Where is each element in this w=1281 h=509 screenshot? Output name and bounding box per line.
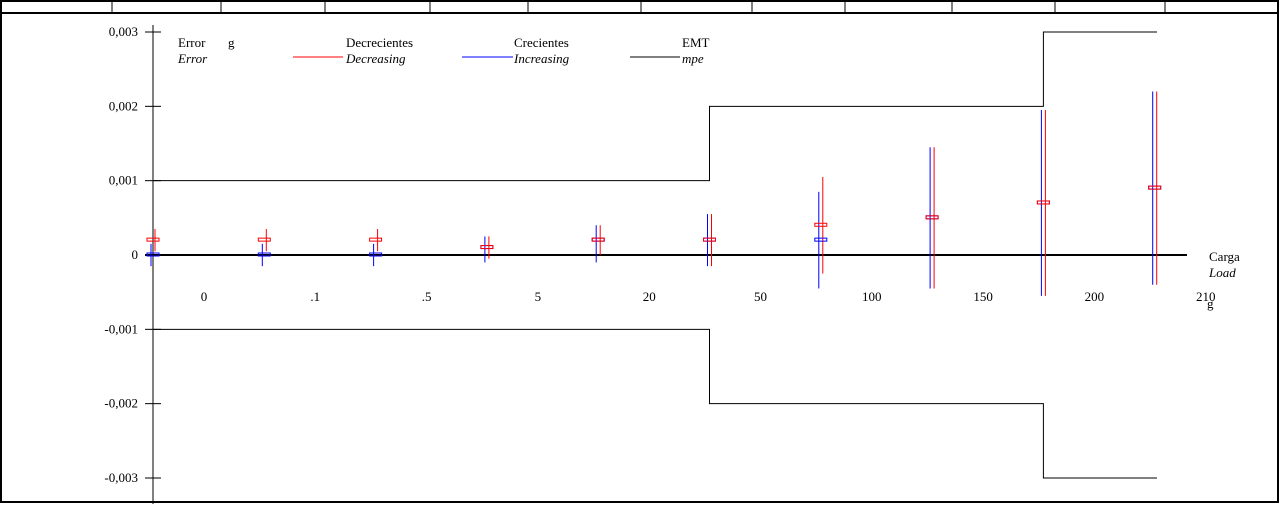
y-tick-label: -0,001 <box>104 321 138 336</box>
mpe-upper-line <box>153 31 1157 182</box>
x-tick-label: 20 <box>643 289 656 304</box>
legend-label-increasing: Crecientes <box>514 35 569 50</box>
point-decreasing <box>146 237 160 242</box>
point-decreasing <box>480 245 494 250</box>
top-header-cells <box>111 1 1166 13</box>
x-tick-label: 210 <box>1196 289 1216 304</box>
mpe-lower-line <box>153 328 1157 479</box>
legend-label-mpe: EMT <box>682 35 710 50</box>
x-tick-label: 50 <box>754 289 767 304</box>
point-decreasing <box>257 237 271 242</box>
y-axis-label-en: Error <box>177 51 208 66</box>
y-tick-label: -0,003 <box>104 470 138 485</box>
legend-label-increasing-en: Increasing <box>513 51 570 66</box>
point-decreasing <box>925 215 939 220</box>
point-increasing <box>146 252 160 257</box>
point-decreasing <box>814 222 828 227</box>
point-decreasing <box>1036 200 1050 205</box>
x-tick-label: 200 <box>1085 289 1105 304</box>
legend: Decrecientes Decreasing Crecientes Incre… <box>293 35 710 66</box>
y-tick-label: 0,001 <box>109 173 138 188</box>
y-ticks: 0,003 0,002 0,001 0 -0,001 -0,002 -0,003 <box>104 24 161 485</box>
x-axis-label: Carga <box>1209 249 1240 264</box>
x-tick-label: .5 <box>422 289 432 304</box>
legend-label-mpe-en: mpe <box>682 51 704 66</box>
point-decreasing <box>1148 185 1162 190</box>
x-tick-label: 0 <box>201 289 208 304</box>
error-bars <box>146 91 1162 296</box>
y-tick-label: 0 <box>132 247 139 262</box>
point-decreasing <box>591 237 605 242</box>
x-tick-label: 150 <box>973 289 993 304</box>
point-decreasing <box>369 237 383 242</box>
point-increasing <box>814 237 828 242</box>
x-axis-label-en: Load <box>1208 265 1236 280</box>
x-tick-label: .1 <box>310 289 320 304</box>
y-axis-label: Error <box>178 35 206 50</box>
point-increasing <box>257 252 271 257</box>
point-increasing <box>369 252 383 257</box>
point-decreasing <box>703 237 716 242</box>
y-tick-label: 0,002 <box>109 98 138 113</box>
legend-label-decreasing-en: Decreasing <box>345 51 406 66</box>
legend-label-decreasing: Decrecientes <box>346 35 413 50</box>
mpe-limit-lines <box>153 31 1157 479</box>
y-tick-label: 0,003 <box>109 24 138 39</box>
y-axis-unit: g <box>228 35 235 50</box>
x-axis-unit: g <box>1207 296 1214 311</box>
x-tick-label: 5 <box>535 289 542 304</box>
x-tick-labels: 0 .1 .5 5 20 50 100 150 200 210 <box>201 289 1216 304</box>
y-tick-label: -0,002 <box>104 396 138 411</box>
x-tick-label: 100 <box>862 289 882 304</box>
